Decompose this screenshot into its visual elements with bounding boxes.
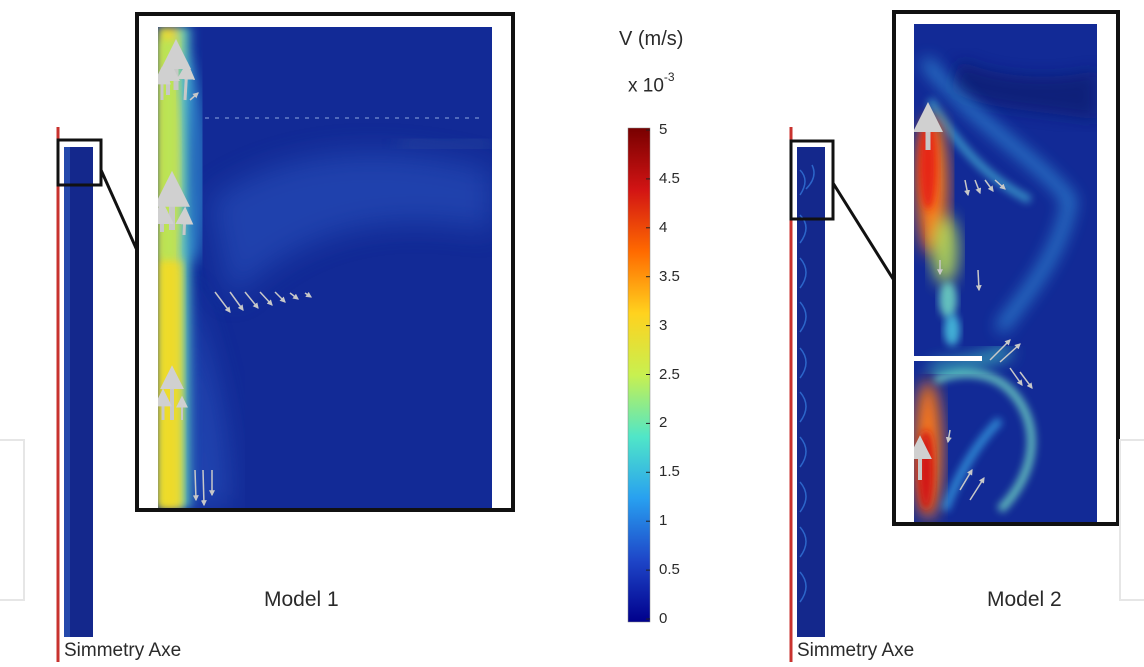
colorbar-tick-label: 3.5 xyxy=(659,267,680,285)
edge-tab-right xyxy=(1119,439,1144,601)
colorbar-tick-label: 0 xyxy=(659,610,668,627)
model-2-axis-label: Simmetry Axe xyxy=(797,640,915,661)
model-1-zoom-selection-box xyxy=(56,138,103,187)
colorbar-scale-base: x 10 xyxy=(628,75,664,97)
velocity-colorbar xyxy=(627,127,651,623)
colorbar-scale: x 10-3 xyxy=(628,70,675,97)
model-2-baffle xyxy=(914,356,982,361)
colorbar-title: V (m/s) xyxy=(619,28,684,50)
model-2-zoom-selection-box xyxy=(789,139,835,221)
colorbar-tick-label: 4.5 xyxy=(659,169,680,187)
model-2-velocity-arrows xyxy=(914,102,1033,501)
model-2-zoom-connector xyxy=(831,182,897,283)
colorbar-tick-label: 0.5 xyxy=(659,561,680,579)
colorbar-scale-exponent: -3 xyxy=(663,70,675,84)
model-2-group xyxy=(789,10,1120,662)
colorbar-tick-label: 3 xyxy=(659,316,668,334)
model-1-group xyxy=(56,12,515,662)
model-2-label: Model 2 xyxy=(987,588,1062,611)
colorbar-tick-label: 5 xyxy=(659,121,668,138)
model-2-domain-fins xyxy=(799,164,815,603)
edge-tab-left xyxy=(0,439,25,601)
colorbar-tick-label: 2.5 xyxy=(659,365,680,383)
model-2-zoom-field xyxy=(914,24,1097,522)
model-1-axis-label: Simmetry Axe xyxy=(64,640,182,661)
model-1-velocity-arrows xyxy=(158,39,480,507)
colorbar-tick-label: 1.5 xyxy=(659,463,680,481)
colorbar-tick-label: 2 xyxy=(659,414,668,432)
colorbar-tick-label: 1 xyxy=(659,512,668,530)
model-1-label: Model 1 xyxy=(264,588,339,611)
model-1-zoom-field xyxy=(158,27,492,508)
colorbar-tick-label: 4 xyxy=(659,218,668,236)
model-1-zoom-connector xyxy=(99,169,142,258)
